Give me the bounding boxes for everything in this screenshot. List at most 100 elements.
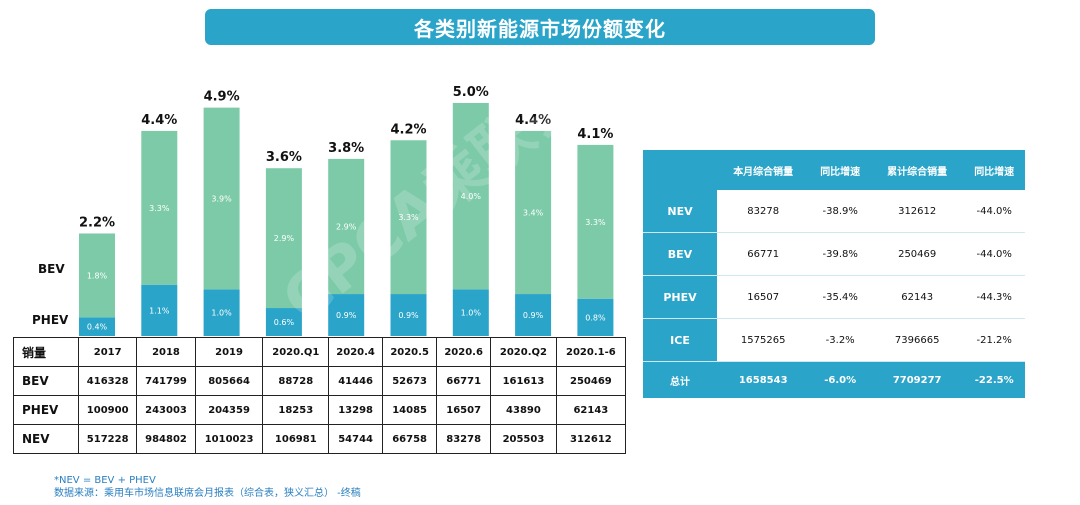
bar-bev-6: [452, 102, 489, 290]
summary-header-cell: [643, 150, 717, 190]
volume-cell: 205503: [490, 424, 557, 454]
volume-cell: 416328: [77, 366, 138, 396]
bar-bev-4: [328, 158, 365, 295]
volume-cell: 204359: [194, 395, 264, 425]
label-phev-2: 1.0%: [211, 309, 232, 318]
volume-row-label: BEV: [13, 366, 79, 396]
summary-header-cell: 本月综合销量: [717, 150, 810, 190]
legend-label-bev: BEV: [38, 262, 65, 276]
volume-cell: 66771: [436, 366, 492, 396]
bar-bev-3: [265, 168, 302, 309]
summary-cell: 83278: [717, 190, 810, 233]
volume-cell: 52673: [382, 366, 438, 396]
bar-bev-8: [577, 144, 614, 299]
summary-cell: 16507: [717, 275, 810, 319]
summary-row-label: ICE: [643, 318, 717, 362]
bar-bev-1: [141, 130, 178, 285]
summary-row-phev: PHEV 16507 -35.4% 62143 -44.3%: [643, 275, 1025, 319]
summary-cell: 1575265: [717, 318, 810, 362]
volume-row-bev: BEV 416328 741799 805664 88728 41446 52673 6677…: [13, 366, 627, 396]
bar-phev-6: [452, 289, 489, 336]
volume-cell: 62143: [555, 395, 627, 425]
volume-cell: 805664: [194, 366, 264, 396]
summary-row-bev: BEV 66771 -39.8% 250469 -44.0%: [643, 232, 1025, 276]
summary-header-row: 本月综合销量 同比增速 累计综合销量 同比增速: [643, 150, 1025, 190]
label-bev-4: 2.9%: [336, 222, 357, 231]
bar-phev-5: [390, 294, 427, 336]
label-total-0: 2.2%: [79, 215, 115, 230]
bar-phev-3: [265, 308, 302, 336]
label-total-4: 3.8%: [328, 141, 364, 156]
summary-header-cell: 累计综合销量: [870, 150, 964, 190]
bar-phev-7: [515, 294, 552, 336]
bar-phev-8: [577, 298, 614, 336]
volume-cell: 16507: [436, 395, 492, 425]
volume-row-phev: PHEV 100900 243003 204359 18253 13298 14085 165…: [13, 395, 627, 425]
stacked-bar-chart: 0.4% 1.8% 2.2% 1.1% 3.3% 4.4% 1.0% 3.9% 4.9% 0.6%…: [79, 85, 614, 336]
volume-cell: 250469: [555, 366, 627, 396]
legend-label-phev: PHEV: [32, 313, 69, 327]
label-bev-7: 3.4%: [523, 208, 544, 217]
bar-phev-1: [141, 284, 178, 336]
volume-header-cell: 2019: [194, 337, 264, 367]
summary-cell: 66771: [717, 232, 810, 276]
summary-total-cell: 7709277: [870, 361, 964, 398]
summary-cell: -3.2%: [809, 318, 871, 362]
label-phev-4: 0.9%: [336, 311, 357, 320]
bar-phev-2: [203, 289, 240, 336]
volume-cell: 1010023: [194, 424, 264, 454]
summary-total-cell: -6.0%: [809, 361, 871, 398]
volume-cell: 88728: [262, 366, 330, 396]
volume-header-cell: 2018: [136, 337, 196, 367]
label-phev-3: 0.6%: [274, 318, 295, 327]
summary-row-label: BEV: [643, 232, 717, 276]
volume-header-cell: 2020.1-6: [555, 337, 627, 367]
bar-bev-7: [515, 130, 552, 295]
label-total-6: 5.0%: [453, 85, 489, 100]
summary-total-label: 总计: [643, 361, 717, 398]
summary-cell: -44.3%: [963, 275, 1025, 319]
volume-cell: 106981: [262, 424, 330, 454]
summary-total-cell: 1658543: [717, 361, 810, 398]
volume-table: 销量 2017 2018 2019 2020.Q1 2020.4 2020.5 2020.6 2…: [13, 337, 627, 454]
volume-cell: 43890: [490, 395, 557, 425]
label-phev-1: 1.1%: [149, 306, 170, 315]
volume-cell: 83278: [436, 424, 492, 454]
volume-header-cell: 2020.4: [328, 337, 384, 367]
label-phev-8: 0.8%: [585, 313, 606, 322]
volume-cell: 66758: [382, 424, 438, 454]
label-phev-7: 0.9%: [523, 311, 544, 320]
label-bev-3: 2.9%: [274, 234, 295, 243]
bar-phev-4: [328, 294, 365, 336]
volume-cell: 13298: [328, 395, 384, 425]
bar-bev-5: [390, 140, 427, 295]
summary-cell: 7396665: [870, 318, 964, 362]
label-total-2: 4.9%: [204, 90, 240, 105]
summary-row-label: NEV: [643, 190, 717, 233]
label-total-8: 4.1%: [577, 127, 613, 142]
summary-cell: -38.9%: [809, 190, 871, 233]
volume-cell: 243003: [136, 395, 196, 425]
volume-header-cell: 2017: [77, 337, 138, 367]
volume-cell: 14085: [382, 395, 438, 425]
bar-bev-0: [79, 233, 115, 318]
volume-cell: 41446: [328, 366, 384, 396]
footnote-source: 数据来源：乘用车市场信息联席会月报表（综合表，狭义汇总） -终稿: [54, 488, 361, 499]
label-phev-5: 0.9%: [398, 311, 419, 320]
volume-header-cell: 2020.6: [436, 337, 492, 367]
label-phev-6: 1.0%: [461, 309, 482, 318]
volume-header-cell: 2020.Q1: [262, 337, 330, 367]
summary-cell: -35.4%: [809, 275, 871, 319]
label-total-1: 4.4%: [141, 113, 177, 128]
volume-header-row: 销量 2017 2018 2019 2020.Q1 2020.4 2020.5 2020.6 2…: [13, 337, 627, 367]
volume-header-cell: 2020.Q2: [490, 337, 557, 367]
summary-cell: -44.0%: [963, 232, 1025, 276]
volume-cell: 18253: [262, 395, 330, 425]
summary-cell: -44.0%: [963, 190, 1025, 233]
bar-bev-2: [203, 107, 240, 290]
summary-cell: -39.8%: [809, 232, 871, 276]
volume-row-label: NEV: [13, 424, 79, 454]
label-bev-6: 4.0%: [461, 192, 482, 201]
volume-cell: 984802: [136, 424, 196, 454]
summary-table: 本月综合销量 同比增速 累计综合销量 同比增速 NEV 83278 -38.9% 312612…: [643, 150, 1025, 398]
